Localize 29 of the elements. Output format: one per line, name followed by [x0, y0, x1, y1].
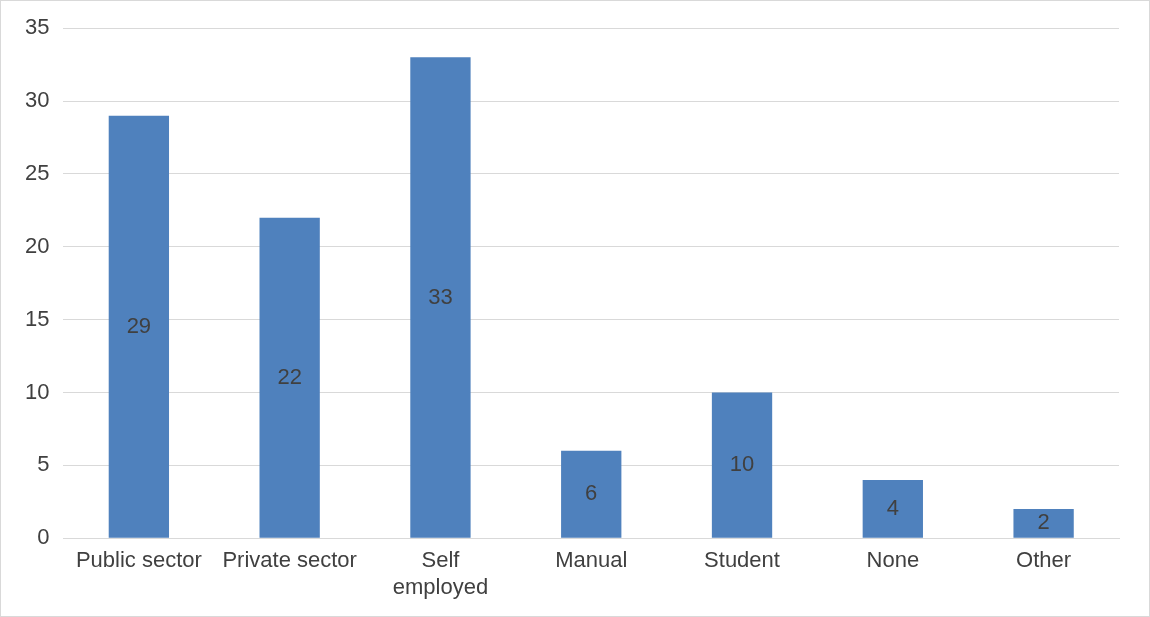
y-tick-label: 30 — [24, 87, 50, 113]
data-label: 10 — [729, 451, 755, 477]
y-tick-label: 10 — [24, 378, 50, 404]
data-label: 6 — [585, 480, 598, 506]
data-label: 22 — [277, 363, 302, 389]
x-tick-label: Other — [1016, 547, 1072, 573]
bar — [259, 217, 320, 538]
bar — [410, 57, 471, 538]
y-tick-label: 20 — [24, 232, 50, 258]
bar — [108, 115, 170, 538]
x-tick-label: Self employed — [392, 547, 489, 599]
x-tick-label: Private sector — [222, 547, 357, 573]
bar — [711, 392, 773, 538]
x-tick-label: Manual — [555, 547, 628, 573]
data-label: 33 — [428, 283, 453, 309]
bar — [1013, 509, 1074, 538]
y-tick-label: 5 — [37, 451, 50, 477]
x-tick-label: Student — [704, 547, 780, 573]
data-label: 2 — [1037, 509, 1050, 535]
x-tick-label: None — [866, 547, 920, 573]
data-label: 29 — [126, 312, 152, 338]
y-tick-label: 35 — [24, 14, 50, 40]
data-label: 4 — [886, 494, 899, 520]
bar — [862, 479, 923, 538]
y-tick-label: 25 — [24, 159, 50, 185]
y-tick-label: 0 — [37, 524, 50, 550]
x-tick-label: Public sector — [75, 547, 202, 573]
bar — [561, 450, 622, 538]
y-tick-label: 15 — [24, 305, 50, 331]
